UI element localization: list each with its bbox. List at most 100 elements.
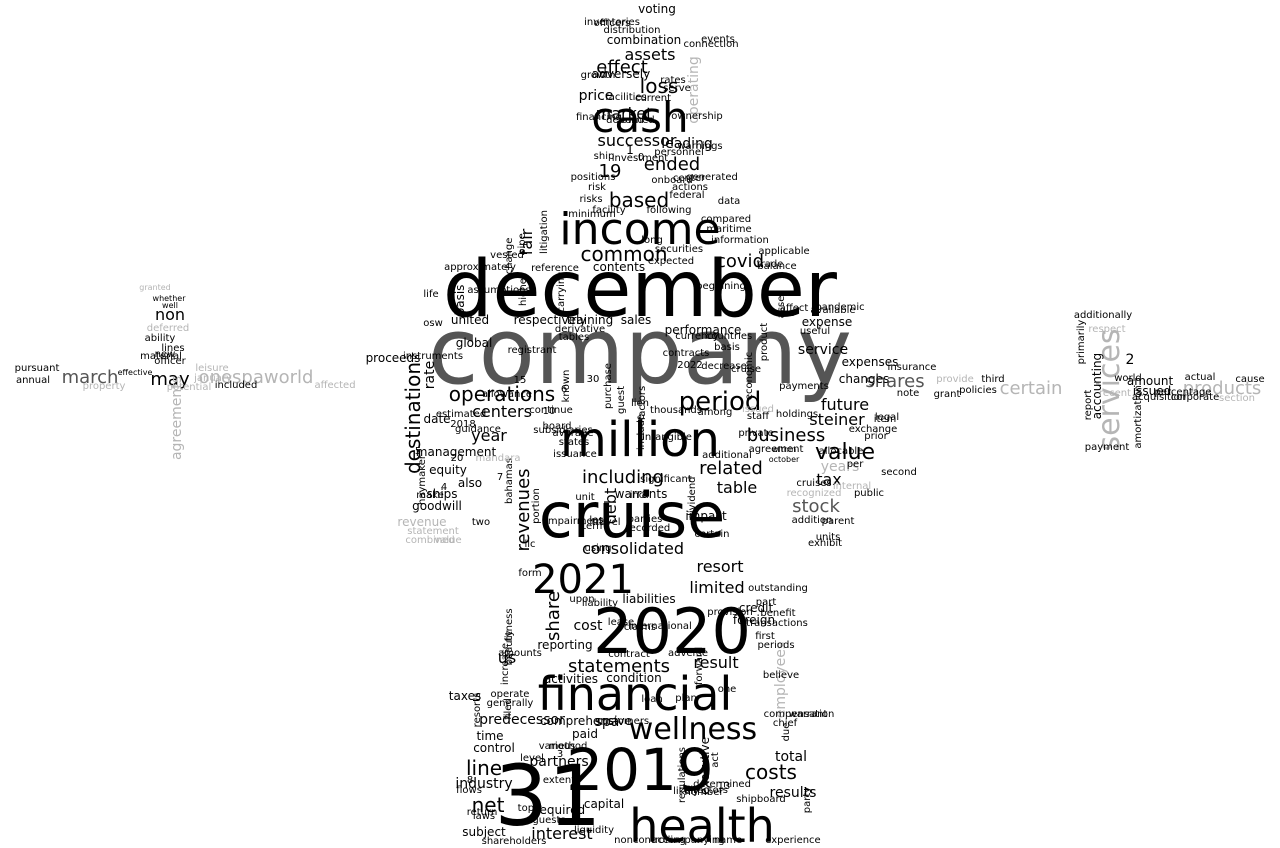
cloud-word: assets <box>624 45 676 64</box>
cloud-word: period <box>678 387 762 417</box>
cloud-word: internal <box>832 481 872 492</box>
cloud-word: stock <box>792 496 840 517</box>
cloud-word: make <box>416 490 444 501</box>
cloud-word: useful <box>799 326 831 337</box>
cloud-word: corporate <box>1170 392 1220 403</box>
cloud-word: service <box>797 342 849 358</box>
cloud-word: flows <box>456 785 482 796</box>
cloud-word: cash <box>591 93 689 142</box>
cloud-word: estimated <box>435 409 487 420</box>
cloud-word: foreign <box>732 613 776 627</box>
cloud-word: partners <box>529 754 589 770</box>
cloud-word: granted <box>139 283 171 292</box>
cloud-word: deferred <box>146 323 190 334</box>
cloud-word: currency <box>675 331 719 342</box>
cloud-word: cruise <box>730 364 762 375</box>
cloud-word: accompanying <box>651 835 725 846</box>
cloud-word: 2019 <box>566 736 714 804</box>
cloud-word: credit <box>738 601 774 615</box>
cloud-word: decrease <box>701 361 747 372</box>
cloud-word: pandemic <box>815 302 865 313</box>
cloud-word: 2022 <box>677 360 703 371</box>
cloud-word: directors <box>683 785 729 796</box>
cloud-word: price <box>578 88 614 104</box>
cloud-word: insurance <box>887 362 937 373</box>
cloud-word: carrying <box>556 271 567 313</box>
cloud-word: annual <box>15 375 51 386</box>
cloud-word: plan <box>675 693 697 704</box>
cloud-word: including <box>582 467 664 488</box>
cloud-word: part <box>755 597 777 608</box>
cloud-word: ability <box>144 333 176 344</box>
cloud-word: cruise <box>538 479 726 552</box>
cloud-word: affected <box>314 380 356 391</box>
cloud-word: minimum <box>568 209 616 220</box>
cloud-word: units <box>815 532 841 543</box>
cloud-word: significant <box>640 474 692 485</box>
cloud-word: chief <box>772 718 798 729</box>
cloud-word: expected <box>647 256 695 267</box>
cloud-word: amount <box>1126 374 1174 388</box>
cloud-word: costs <box>745 760 797 784</box>
cloud-word: economic <box>744 351 755 401</box>
cloud-word: guests <box>532 815 566 826</box>
cloud-word: centers <box>472 402 532 421</box>
cloud-word: company <box>427 298 853 405</box>
cloud-word: 1 <box>626 143 634 157</box>
cloud-word: line <box>465 756 503 780</box>
cloud-word: distribution <box>603 25 661 36</box>
cloud-word: liquidity <box>574 825 614 836</box>
cloud-word: 8 <box>466 775 474 786</box>
cloud-word: new <box>154 349 176 360</box>
cloud-word: purchase <box>603 363 614 409</box>
cloud-word: resorts <box>472 692 483 728</box>
cloud-word: financing <box>575 112 623 123</box>
cloud-word: us <box>497 648 517 667</box>
cloud-word: thousands <box>650 405 702 416</box>
cloud-word: periods <box>757 640 795 651</box>
cloud-word: personnel <box>654 147 704 158</box>
cloud-word: table <box>716 478 758 497</box>
cloud-word: 6 <box>560 384 568 395</box>
cloud-word: lines <box>161 343 185 354</box>
cloud-word: expenses <box>841 355 899 369</box>
cloud-word: interest <box>531 824 593 843</box>
cloud-word: 7 <box>496 472 504 483</box>
cloud-word: applicable <box>758 246 810 257</box>
cloud-word: officer <box>154 356 186 367</box>
cloud-word: date <box>423 412 451 426</box>
cloud-word: future <box>820 395 870 414</box>
cloud-word: events <box>701 34 735 45</box>
cloud-word: depend <box>606 115 644 126</box>
cloud-word: report <box>1083 389 1094 421</box>
cloud-word: laws <box>472 811 496 822</box>
cloud-word: potential <box>166 382 212 393</box>
cloud-word: lien <box>630 398 650 409</box>
cloud-word: continue <box>529 405 573 416</box>
cloud-word: lease <box>607 617 635 628</box>
cloud-word: guest <box>616 386 627 414</box>
cloud-word: effective <box>117 368 153 377</box>
cloud-word: impact <box>685 509 727 523</box>
cloud-word: term <box>582 521 606 532</box>
cloud-word: average <box>552 428 594 439</box>
cloud-word: center <box>672 173 706 184</box>
cloud-word: connection <box>683 39 739 50</box>
cloud-word: 20 <box>450 453 464 464</box>
cloud-word: leisure <box>195 363 229 374</box>
cloud-word: exhibit <box>807 538 843 549</box>
cloud-word: second <box>881 467 917 478</box>
cloud-word: onespaworld <box>198 367 314 388</box>
cloud-word: assumptions <box>467 285 531 296</box>
cloud-word: data <box>717 196 741 207</box>
cloud-word: litigation <box>539 210 550 254</box>
cloud-word: required <box>534 803 586 817</box>
cloud-word: policies <box>959 385 997 396</box>
cloud-word: exchange <box>848 424 898 435</box>
cloud-word: may <box>150 369 190 390</box>
cloud-word: comprehensive <box>540 714 632 728</box>
cloud-word: resort <box>696 557 744 576</box>
cloud-word: 5 <box>414 446 422 457</box>
cloud-word: federal <box>669 190 705 201</box>
cloud-word: covid <box>716 251 764 272</box>
